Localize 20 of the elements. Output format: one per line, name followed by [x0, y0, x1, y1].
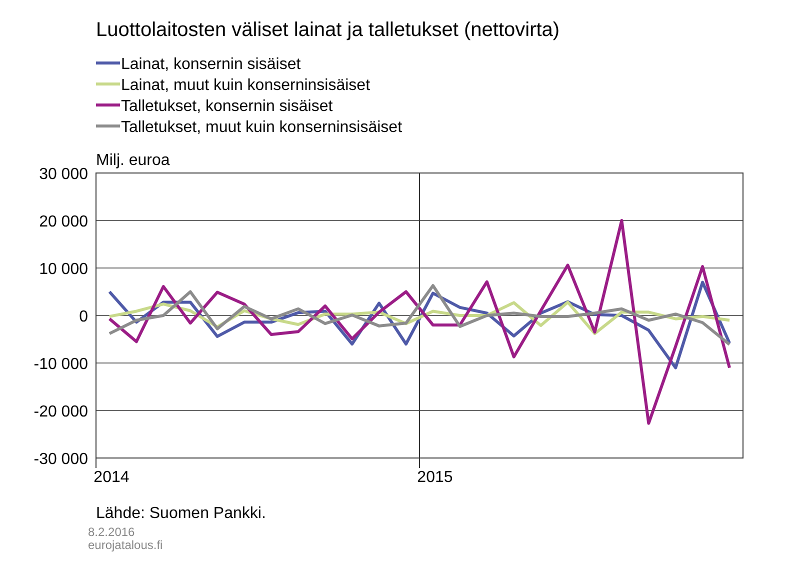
y-axis-title: Milj. euroa: [96, 152, 170, 169]
y-tick-label: 10 000: [39, 261, 88, 278]
y-tick-label: 0: [79, 308, 88, 326]
y-tick-label: 30 000: [39, 166, 88, 183]
legend-label: Lainat, muut kuin konserninsisäiset: [121, 77, 371, 94]
y-tick-label: -20 000: [34, 404, 88, 420]
y-tick-label: -10 000: [34, 356, 88, 373]
legend-label: Talletukset, konsernin sisäiset: [121, 98, 334, 115]
chart-title: Luottolaitosten väliset lainat ja talletukset (nettovirta): [96, 19, 560, 41]
y-tick-label: 20 000: [39, 214, 88, 230]
legend-label: Talletukset, muut kuin konserninsisäiset: [121, 119, 403, 136]
x-tick-label: 2015: [417, 469, 453, 486]
line-series: [108, 219, 732, 425]
line-series: [108, 284, 732, 346]
legend-label: Lainat, konsernin sisäiset: [121, 56, 302, 73]
text: eurojatalous.fi: [88, 538, 163, 552]
text: Lähde: Suomen Pankki.: [96, 505, 266, 522]
x-tick-label: 2014: [94, 469, 130, 486]
text: 8.2.2016: [88, 525, 136, 539]
y-tick-label: -30 000: [34, 451, 88, 468]
